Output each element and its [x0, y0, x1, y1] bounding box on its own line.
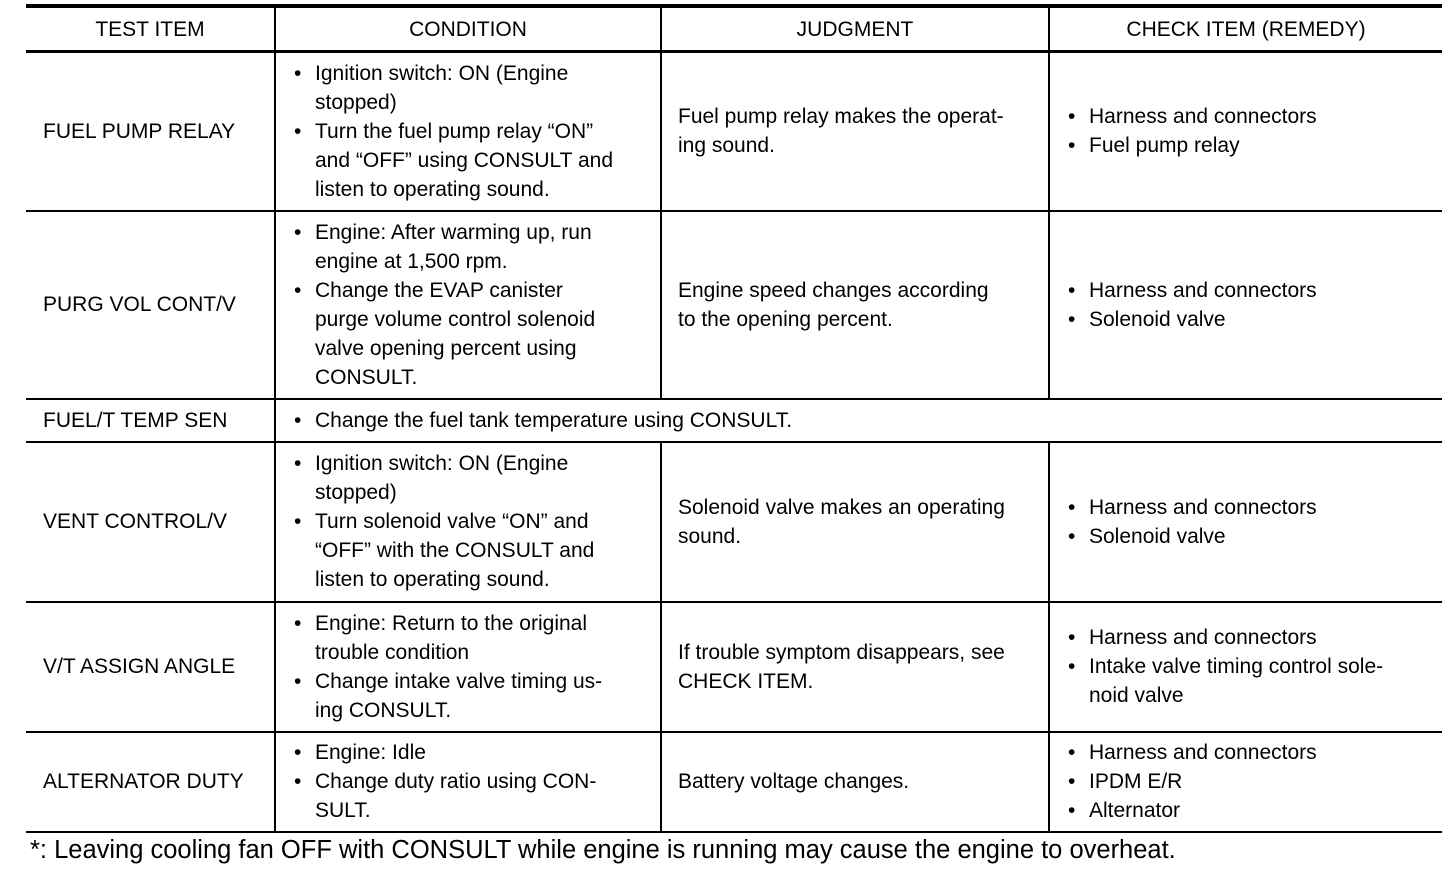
table-row: PURG VOL CONT/V Engine: After warming up,… [26, 210, 1442, 400]
test-item-cell: V/T ASSIGN ANGLE [26, 601, 275, 733]
table-row: V/T ASSIGN ANGLE Engine: Return to the or… [26, 601, 1442, 733]
table-row: VENT CONTROL/VIgnition switch: ON (Engin… [26, 441, 1442, 603]
condition-cell: Ignition switch: ON (Engine stopped)Turn… [274, 441, 661, 603]
judgment-cell: Engine speed changes according to the op… [660, 210, 1049, 400]
condition-bullet: Turn the fuel pump relay “ON” and “OFF” … [292, 117, 660, 204]
check-bullet: Solenoid valve [1066, 305, 1442, 334]
judgment-cell: Solenoid valve makes an operating sound. [660, 441, 1049, 603]
condition-bullet: Engine: After warming up, run engine at … [292, 218, 660, 276]
condition-bullet: Engine: Idle [292, 738, 660, 767]
table-row: FUEL/T TEMP SEN Change the fuel tank temp… [26, 398, 1442, 443]
check-item-cell: Harness and connectorsFuel pump relay [1048, 51, 1442, 212]
header-check-item: CHECK ITEM (REMEDY) [1048, 6, 1442, 53]
condition-list: Engine: Return to the original trouble c… [292, 609, 660, 725]
check-bullet: Fuel pump relay [1066, 131, 1442, 160]
test-item-cell: PURG VOL CONT/V [26, 210, 275, 400]
check-list: Harness and connectorsSolenoid valve [1066, 276, 1442, 334]
condition-bullet: Ignition switch: ON (Engine stopped) [292, 59, 660, 117]
check-item-cell: Harness and connectorsIPDM E/RAlternator [1048, 731, 1442, 833]
check-bullet: Harness and connectors [1066, 738, 1442, 767]
check-bullet: Harness and connectors [1066, 102, 1442, 131]
check-item-cell: Harness and connectorsSolenoid valve [1048, 441, 1442, 603]
condition-cell: Ignition switch: ON (Engine stopped)Turn… [274, 51, 661, 212]
check-item-cell: Harness and connectorsIntake valve timin… [1048, 601, 1442, 733]
judgment-cell: Fuel pump relay makes the operat- ing so… [660, 51, 1049, 212]
condition-list: Ignition switch: ON (Engine stopped)Turn… [292, 59, 660, 204]
test-item-cell: FUEL PUMP RELAY [26, 51, 275, 212]
header-condition: CONDITION [274, 6, 661, 53]
check-list: Harness and connectorsIntake valve timin… [1066, 623, 1442, 710]
judgment-cell: Battery voltage changes. [660, 731, 1049, 833]
condition-bullet: Change duty ratio using CON- SULT. [292, 767, 660, 825]
condition-list: Change the fuel tank temperature using C… [292, 406, 1442, 435]
header-row: TEST ITEM CONDITION JUDGMENT CHECK ITEM … [26, 6, 1442, 53]
check-item-cell: Harness and connectorsSolenoid valve [1048, 210, 1442, 400]
check-list: Harness and connectorsFuel pump relay [1066, 102, 1442, 160]
check-list: Harness and connectorsIPDM E/RAlternator [1066, 738, 1442, 825]
table-row: FUEL PUMP RELAYIgnition switch: ON (Engi… [26, 51, 1442, 212]
condition-cell: Change the fuel tank temperature using C… [274, 398, 1442, 443]
check-bullet: Harness and connectors [1066, 493, 1442, 522]
header-test-item: TEST ITEM [26, 6, 275, 53]
test-item-cell: ALTERNATOR DUTY [26, 731, 275, 833]
condition-bullet: Ignition switch: ON (Engine stopped) [292, 449, 660, 507]
condition-cell: Engine: IdleChange duty ratio using CON-… [274, 731, 661, 833]
condition-bullet: Change the fuel tank temperature using C… [292, 406, 1442, 435]
condition-bullet: Change intake valve timing us- ing CONSU… [292, 667, 660, 725]
judgment-cell: If trouble symptom disappears, see CHECK… [660, 601, 1049, 733]
condition-bullet: Engine: Return to the original trouble c… [292, 609, 660, 667]
test-item-cell: FUEL/T TEMP SEN [26, 398, 275, 443]
check-bullet: IPDM E/R [1066, 767, 1442, 796]
test-item-table: TEST ITEM CONDITION JUDGMENT CHECK ITEM … [26, 4, 1442, 833]
condition-list: Engine: IdleChange duty ratio using CON-… [292, 738, 660, 825]
condition-bullet: Turn solenoid valve “ON” and “OFF” with … [292, 507, 660, 594]
check-bullet: Alternator [1066, 796, 1442, 825]
condition-bullet: Change the EVAP canister purge volume co… [292, 276, 660, 392]
condition-list: Ignition switch: ON (Engine stopped)Turn… [292, 449, 660, 594]
check-bullet: Solenoid valve [1066, 522, 1442, 551]
test-item-cell: VENT CONTROL/V [26, 441, 275, 603]
condition-cell: Engine: Return to the original trouble c… [274, 601, 661, 733]
table-row: ALTERNATOR DUTYEngine: IdleChange duty r… [26, 731, 1442, 833]
check-bullet: Intake valve timing control sole- noid v… [1066, 652, 1442, 710]
footnote: *: Leaving cooling fan OFF with CONSULT … [30, 836, 1176, 864]
header-judgment: JUDGMENT [660, 6, 1049, 53]
condition-cell: Engine: After warming up, run engine at … [274, 210, 661, 400]
condition-list: Engine: After warming up, run engine at … [292, 218, 660, 392]
check-list: Harness and connectorsSolenoid valve [1066, 493, 1442, 551]
check-bullet: Harness and connectors [1066, 623, 1442, 652]
check-bullet: Harness and connectors [1066, 276, 1442, 305]
